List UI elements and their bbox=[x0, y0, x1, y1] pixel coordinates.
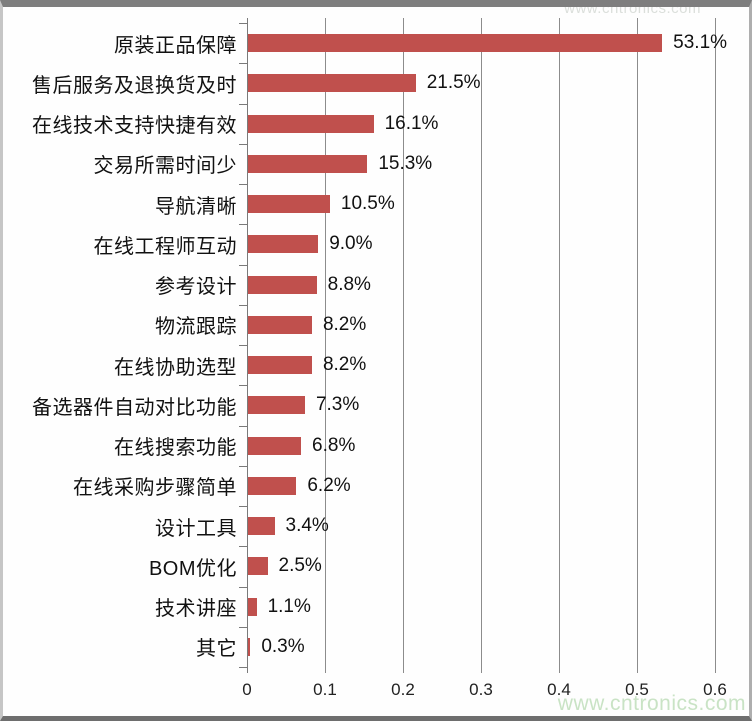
category-label: 其它 bbox=[196, 638, 237, 661]
category-label: 设计工具 bbox=[155, 517, 237, 540]
category-label: 备选器件自动对比功能 bbox=[32, 396, 237, 419]
category-label: 在线采购步骤简单 bbox=[73, 477, 237, 500]
bar bbox=[248, 597, 257, 616]
category-label: 在线技术支持快捷有效 bbox=[32, 115, 237, 138]
category-label: BOM优化 bbox=[148, 557, 237, 580]
category-label: 物流跟踪 bbox=[155, 316, 237, 339]
value-label: 10.5% bbox=[340, 193, 395, 215]
category-label: 售后服务及退换货及时 bbox=[32, 74, 237, 97]
bar bbox=[248, 557, 268, 576]
category-label: 导航清晰 bbox=[155, 195, 237, 218]
value-label: 8.2% bbox=[322, 354, 367, 376]
category-label: 技术讲座 bbox=[155, 598, 237, 621]
category-axis-tick bbox=[239, 264, 247, 266]
watermark-top: www.cntronics.com bbox=[564, 0, 701, 17]
category-axis-tick bbox=[239, 143, 247, 145]
bar bbox=[248, 235, 319, 254]
x-axis-tick-label: 0.5 bbox=[625, 680, 649, 699]
gridline bbox=[715, 18, 716, 673]
value-label: 2.5% bbox=[278, 555, 322, 577]
gridline bbox=[325, 18, 326, 673]
bar bbox=[248, 114, 374, 133]
category-axis-tick bbox=[239, 546, 247, 548]
bar bbox=[248, 275, 317, 294]
bar bbox=[248, 396, 305, 415]
category-axis-tick bbox=[239, 345, 247, 346]
category-axis-tick bbox=[239, 63, 247, 65]
category-axis-tick bbox=[239, 506, 247, 507]
value-label: 7.3% bbox=[315, 394, 360, 416]
value-label: 3.4% bbox=[285, 515, 329, 537]
bar bbox=[248, 315, 312, 334]
gridline bbox=[559, 18, 560, 673]
value-label: 21.5% bbox=[426, 72, 481, 94]
x-axis-tick-label: 0.6 bbox=[703, 680, 727, 699]
category-axis-tick bbox=[239, 425, 247, 427]
x-axis-tick-label: 0 bbox=[242, 680, 252, 699]
gridline bbox=[481, 18, 482, 673]
category-axis-tick bbox=[239, 465, 247, 467]
x-axis-tick-label: 0.2 bbox=[391, 680, 415, 699]
value-label: 0.3% bbox=[261, 635, 305, 657]
x-axis-tick-label: 0.4 bbox=[547, 680, 571, 699]
category-axis-tick bbox=[239, 224, 247, 226]
category-axis-tick bbox=[239, 626, 247, 628]
bar bbox=[248, 476, 297, 495]
watermark-bottom: www.cntronics.com bbox=[557, 692, 746, 715]
value-label: 6.2% bbox=[307, 474, 351, 496]
value-label: 8.2% bbox=[322, 313, 367, 335]
category-axis-tick bbox=[239, 667, 247, 668]
x-axis-tick-label: 0.3 bbox=[469, 680, 493, 699]
bar bbox=[248, 637, 251, 656]
category-axis-tick bbox=[239, 184, 247, 185]
value-label: 8.8% bbox=[327, 273, 371, 295]
category-label: 原装正品保障 bbox=[114, 34, 237, 57]
category-axis-tick bbox=[239, 103, 247, 105]
value-label: 53.1% bbox=[673, 32, 728, 54]
category-axis-line bbox=[247, 18, 248, 673]
category-label: 在线搜索功能 bbox=[114, 437, 237, 460]
value-label: 15.3% bbox=[378, 152, 433, 174]
bar bbox=[248, 74, 416, 93]
category-label: 交易所需时间少 bbox=[93, 155, 237, 178]
value-label: 9.0% bbox=[329, 233, 373, 255]
bar bbox=[248, 356, 312, 375]
value-label: 6.8% bbox=[312, 434, 356, 456]
x-axis-tick-label: 0.1 bbox=[313, 680, 337, 699]
category-axis-tick bbox=[239, 304, 247, 306]
bar bbox=[248, 195, 330, 214]
category-label: 在线协助选型 bbox=[114, 356, 237, 379]
bar bbox=[248, 154, 368, 173]
value-label: 1.1% bbox=[267, 595, 311, 617]
category-label: 在线工程师互动 bbox=[93, 235, 237, 258]
gridline bbox=[637, 18, 638, 673]
bar bbox=[248, 517, 275, 536]
bar bbox=[248, 34, 663, 53]
bar bbox=[248, 436, 302, 455]
category-axis-tick bbox=[239, 385, 247, 387]
category-label: 参考设计 bbox=[155, 276, 237, 299]
category-axis-tick bbox=[239, 586, 247, 588]
gridline bbox=[403, 18, 404, 673]
value-label: 16.1% bbox=[384, 112, 439, 134]
category-axis-tick bbox=[239, 23, 247, 24]
